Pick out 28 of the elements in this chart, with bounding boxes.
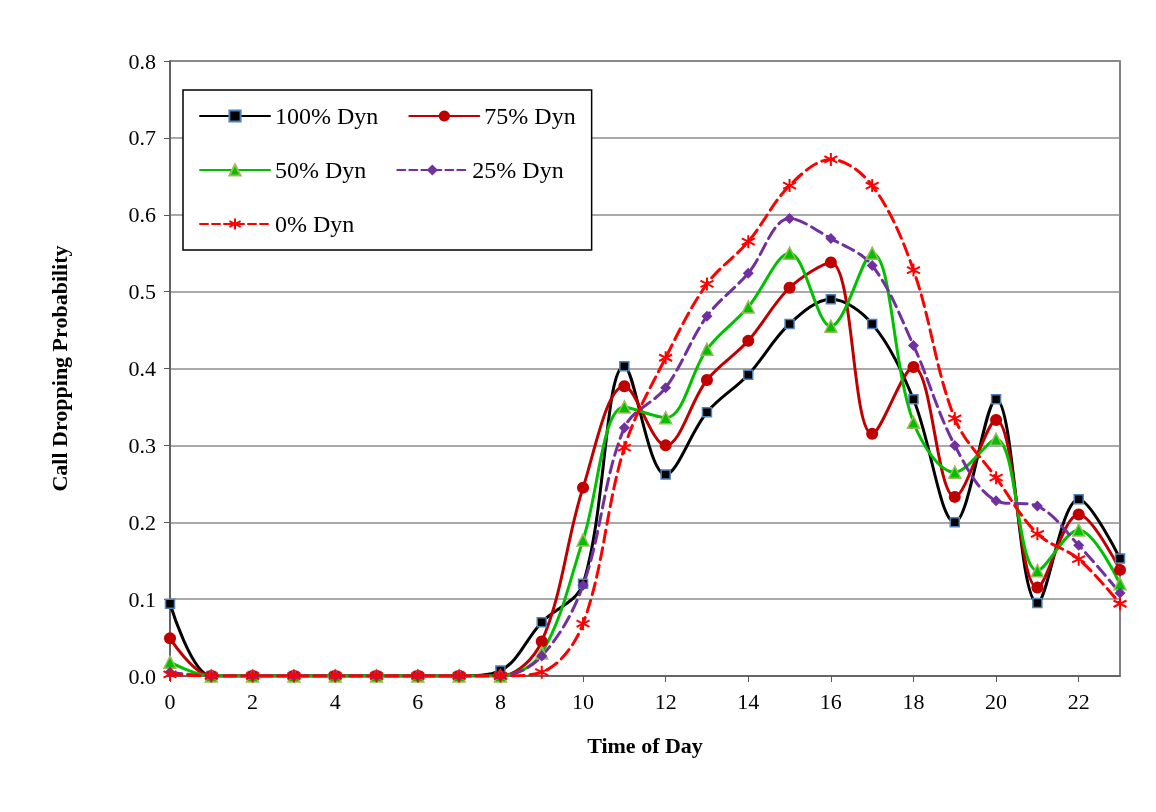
x-tick-label: 18 [902,688,925,714]
x-tick-label: 20 [985,688,1008,714]
x-tick-label: 0 [164,688,176,714]
legend-label: 25% Dyn [472,157,564,183]
x-tick-label: 10 [572,688,595,714]
y-tick-label: 0.7 [128,125,156,151]
x-axis-title: Time of Day [587,732,703,758]
y-axis-title: Call Dropping Probability [46,245,72,492]
y-tick-label: 0.8 [128,48,156,74]
legend-label: 75% Dyn [484,103,576,129]
x-tick-label: 6 [412,688,424,714]
x-tick-label: 8 [494,688,506,714]
y-tick-label: 0.6 [128,202,156,228]
x-tick-label: 14 [737,688,760,714]
legend-label: 0% Dyn [275,211,355,237]
x-tick-label: 12 [654,688,677,714]
legend-label: 100% Dyn [275,103,379,129]
x-tick-label: 4 [329,688,341,714]
x-tick-label: 22 [1067,688,1090,714]
y-tick-label: 0.2 [128,509,156,535]
x-tick-label: 2 [247,688,259,714]
legend-label: 50% Dyn [275,157,367,183]
y-tick-label: 0.3 [128,432,156,458]
y-tick-label: 0.4 [128,356,156,381]
y-tick-label: 0.0 [128,663,156,689]
y-tick-label: 0.5 [128,279,156,305]
y-tick-label: 0.1 [128,586,156,612]
x-tick-label: 16 [819,688,842,714]
